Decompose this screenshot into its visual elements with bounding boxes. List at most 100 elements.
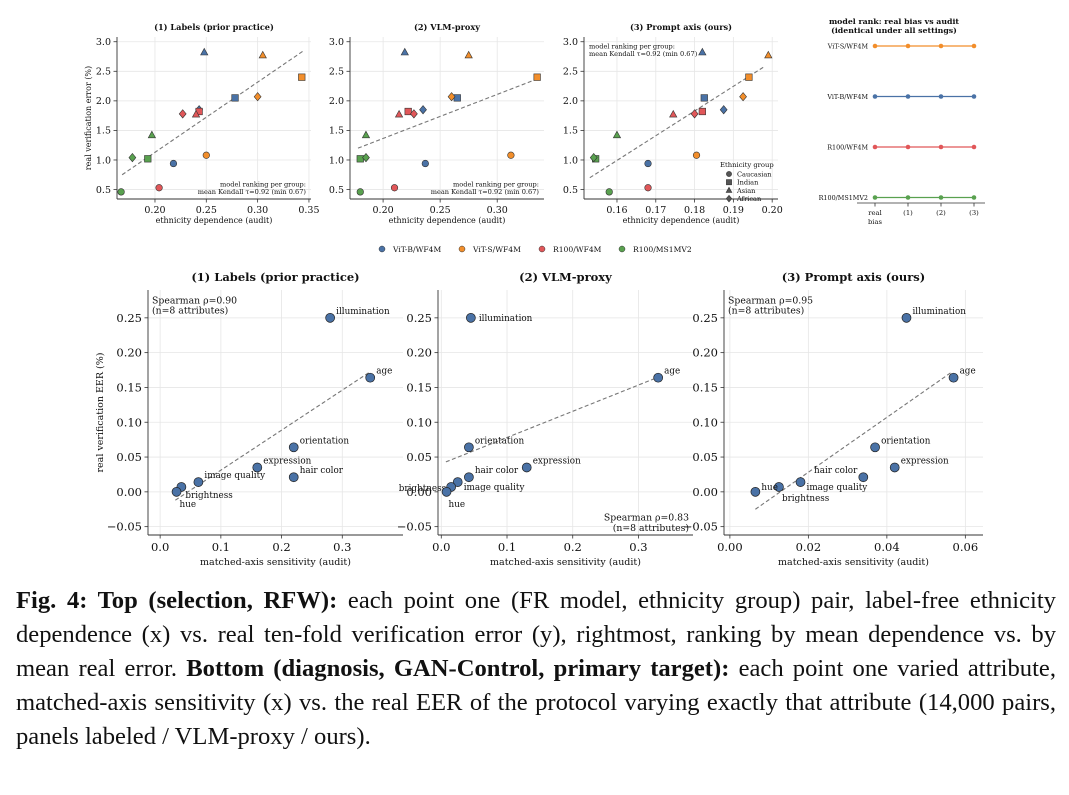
x-tick-label: 0.04 — [874, 540, 900, 554]
point-vit-s-wf4m-african — [447, 92, 456, 102]
rank-point — [938, 94, 944, 99]
point-r100-ms1mv2-caucasian — [117, 188, 125, 196]
point-vit-b-wf4m-asian — [400, 47, 409, 56]
point-r100-wf4m-african — [410, 109, 418, 119]
point-r100-wf4m-caucasian — [155, 184, 163, 192]
fit-line — [121, 50, 305, 176]
y-tick-label: 0.15 — [406, 380, 432, 394]
attribute-point — [441, 486, 452, 497]
chart-panel-2: 0.20 0.25 0.30 0.5 1.0 1.5 2.0 2.5 3.0 (2) VLM-pr… — [329, 22, 544, 225]
attribute-point — [774, 482, 784, 492]
caption-bottom-text: each point one varied attribute, matched… — [16, 655, 1056, 750]
rank-point — [872, 94, 878, 99]
attribute-point — [750, 486, 761, 497]
point-r100-ms1mv2-african — [589, 153, 598, 163]
point-label: expression — [263, 456, 311, 466]
point-r100-wf4m-indian — [698, 107, 706, 116]
chart-title: (2) VLM-proxy — [519, 270, 612, 284]
point-vit-s-wf4m-indian — [298, 73, 306, 81]
y-tick-label: 3.0 — [96, 37, 111, 48]
shape-legend-label: Asian — [736, 187, 756, 195]
stat-annotation: (n=8 attributes) — [613, 523, 689, 534]
y-tick-label: 0.25 — [116, 311, 142, 325]
y-tick-label: 0.5 — [563, 185, 578, 196]
chart-panel-3: 0.16 0.17 0.18 0.19 0.20 0.5 1.0 1.5 2.0 2.5 3.0 (3… — [563, 22, 783, 225]
x-tick-label: 0.25 — [430, 205, 451, 216]
legend-marker — [618, 245, 626, 253]
x-tick-label: 0.25 — [196, 205, 217, 216]
point-r100-wf4m-asian — [394, 109, 404, 118]
x-tick-label: 0.16 — [606, 205, 627, 216]
legend-marker — [538, 245, 546, 253]
x-tick-label: 0.20 — [373, 205, 394, 216]
point-r100-ms1mv2-indian — [356, 155, 364, 163]
stat-annotation: model ranking per group: — [589, 43, 675, 51]
attribute-point — [171, 486, 182, 497]
x-tick-label: (3) — [969, 209, 979, 217]
point-label: hair color — [475, 466, 519, 476]
point-vit-s-wf4m-african — [253, 92, 262, 102]
point-vit-s-wf4m-caucasian — [202, 151, 210, 159]
attribute-point — [521, 462, 532, 473]
stat-annotation: mean Kendall τ=0.92 (min 0.67) — [431, 188, 540, 196]
legend-label: ViT-B/WF4M — [392, 245, 441, 254]
rank-series-label: R100/WF4M — [827, 143, 868, 151]
shape-legend-marker-african — [725, 194, 733, 203]
point-label: orientation — [881, 436, 931, 446]
attribute-point — [452, 477, 463, 487]
stat-annotation: Spearman ρ=0.95 — [728, 295, 813, 306]
x-axis-label: ethnicity dependence (audit) — [156, 216, 273, 225]
model-legend: ViT-B/WF4M ViT-S/WF4M R100/WF4M R100/MS1MV2 — [378, 245, 692, 254]
y-tick-label: 0.15 — [116, 380, 142, 394]
chart-panel-7: 0.00 0.02 0.04 0.06 −0.05 0.00 0.05 0.10 0.15 0.2… — [683, 270, 983, 568]
point-vit-b-wf4m-indian — [231, 94, 239, 102]
shape-legend-marker-asian — [725, 186, 733, 193]
x-tick-label: 0.0 — [432, 540, 450, 554]
y-tick-label: 2.0 — [96, 96, 111, 107]
point-vit-b-wf4m-caucasian — [644, 159, 652, 168]
x-tick-label: 0.18 — [684, 205, 705, 216]
point-label: image quality — [807, 483, 868, 493]
y-tick-label: 2.5 — [563, 67, 578, 78]
point-label: hair color — [814, 466, 858, 476]
chart-title: (3) Prompt axis (ours) — [782, 270, 925, 284]
y-tick-label: 0.15 — [692, 380, 718, 394]
y-tick-label: 2.0 — [329, 96, 344, 107]
point-r100-ms1mv2-asian — [147, 130, 157, 139]
y-tick-label: −0.05 — [683, 520, 718, 534]
point-label: brightness — [399, 484, 447, 494]
point-r100-ms1mv2-african — [128, 153, 137, 163]
y-axis-label: real verification EER (%) — [95, 353, 106, 473]
shape-legend-marker-caucasian — [726, 171, 732, 177]
point-r100-wf4m-caucasian — [390, 184, 399, 192]
rank-series-label: ViT-S/WF4M — [827, 42, 869, 50]
x-tick-label: 0.1 — [498, 540, 516, 554]
stat-annotation: Spearman ρ=0.83 — [604, 513, 689, 524]
attribute-point — [252, 462, 263, 473]
x-tick-label: 0.3 — [333, 540, 351, 554]
x-tick-label: 0.30 — [247, 205, 268, 216]
y-tick-label: 1.0 — [96, 155, 111, 166]
y-tick-label: 1.5 — [96, 126, 111, 137]
attribute-point — [870, 442, 880, 453]
point-label: image quality — [464, 483, 525, 493]
y-tick-label: 0.5 — [96, 185, 111, 196]
shape-legend-label: Caucasian — [737, 170, 772, 178]
point-vit-b-wf4m-caucasian — [169, 159, 178, 168]
y-tick-label: 0.10 — [692, 415, 718, 429]
chart-panel-6: 0.0 0.1 0.2 0.3 −0.05 0.00 0.05 0.10 0.15 0.20 0.2… — [397, 270, 693, 568]
x-axis-label: matched-axis sensitivity (audit) — [490, 557, 641, 568]
figure-caption: Fig. 4: Top (selection, RFW): each point… — [16, 584, 1056, 754]
attribute-point — [653, 372, 664, 383]
x-tick-label: 0.2 — [272, 540, 290, 554]
point-vit-s-wf4m-african — [739, 92, 747, 102]
attribute-point — [464, 442, 474, 453]
point-r100-ms1mv2-caucasian — [605, 188, 613, 196]
x-tick-label: real — [868, 209, 882, 217]
point-r100-ms1mv2-african — [362, 153, 370, 163]
chart-title: (3) Prompt axis (ours) — [630, 22, 732, 32]
point-vit-b-wf4m-indian — [453, 94, 461, 102]
x-tick-label: bias — [868, 218, 883, 226]
fit-line — [589, 66, 765, 179]
y-tick-label: 0.00 — [692, 485, 718, 499]
